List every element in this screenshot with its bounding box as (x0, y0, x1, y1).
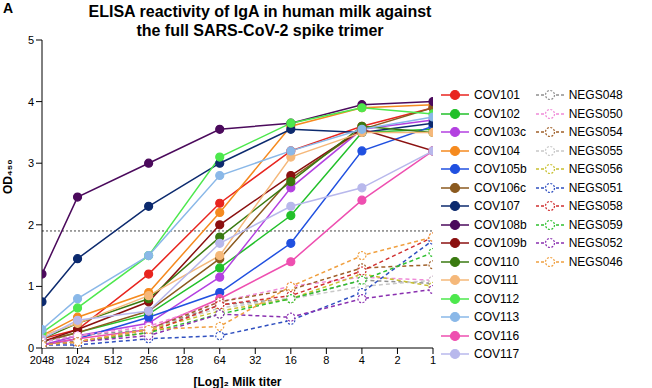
html-text:COV111: COV111 (474, 273, 519, 288)
svg-text:32: 32 (249, 354, 261, 366)
svg-text:4: 4 (28, 96, 34, 108)
svg-text:0: 0 (28, 342, 34, 354)
html-text:COV116: COV116 (474, 328, 520, 343)
html-text:ELISA reactivity of IgA in hum: ELISA reactivity of IgA in human milk ag… (88, 3, 432, 20)
html-text:NEGS046: NEGS046 (568, 254, 623, 269)
html-text:COV112: COV112 (474, 291, 520, 306)
html-text:NEGS054: NEGS054 (568, 125, 623, 140)
svg-text:3: 3 (28, 157, 34, 169)
html-text:COV117: COV117 (474, 347, 520, 362)
html-text:COV109b: COV109b (474, 236, 527, 251)
html-text:COV106c: COV106c (474, 180, 526, 195)
html-text:COV105b: COV105b (474, 162, 527, 177)
html-text:NEGS050: NEGS050 (568, 106, 623, 121)
svg-text:16: 16 (285, 354, 297, 366)
html-text:A: A (3, 0, 14, 16)
html-text:COV110: COV110 (474, 254, 520, 269)
html-text:COV102: COV102 (474, 106, 520, 121)
svg-text:4: 4 (359, 354, 365, 366)
svg-text:8: 8 (323, 354, 329, 366)
svg-text:2: 2 (28, 219, 34, 231)
html-text:NEGS052: NEGS052 (568, 236, 623, 251)
html-text:COV103c: COV103c (474, 125, 526, 140)
html-text:NEGS058: NEGS058 (568, 199, 623, 214)
html-text:the full SARS-CoV-2 spike trim: the full SARS-CoV-2 spike trimer (136, 22, 384, 39)
html-text:COV101: COV101 (474, 88, 520, 103)
svg-text:5: 5 (28, 34, 34, 46)
svg-text:128: 128 (175, 354, 193, 366)
html-text:COV107: COV107 (474, 199, 520, 214)
html-text:NEGS051: NEGS051 (568, 180, 623, 195)
svg-text:2: 2 (394, 354, 400, 366)
svg-text:256: 256 (139, 354, 157, 366)
html-text:COV113: COV113 (474, 310, 520, 325)
html-text:COV104: COV104 (474, 143, 520, 158)
html-text:NEGS059: NEGS059 (568, 217, 623, 232)
html-text:NEGS055: NEGS055 (568, 143, 623, 158)
html-text:NEGS048: NEGS048 (568, 88, 623, 103)
svg-text:[Log]₂ Milk titer: [Log]₂ Milk titer (194, 375, 282, 388)
svg-text:2048: 2048 (30, 354, 54, 366)
svg-text:1024: 1024 (65, 354, 89, 366)
html-text:NEGS056: NEGS056 (568, 162, 623, 177)
svg-text:512: 512 (104, 354, 122, 366)
svg-text:OD₄₅₀: OD₄₅₀ (8, 159, 15, 194)
svg-text:1: 1 (430, 354, 436, 366)
html-text:COV108b: COV108b (474, 217, 527, 232)
svg-text:1: 1 (28, 280, 34, 292)
svg-text:64: 64 (214, 354, 226, 366)
